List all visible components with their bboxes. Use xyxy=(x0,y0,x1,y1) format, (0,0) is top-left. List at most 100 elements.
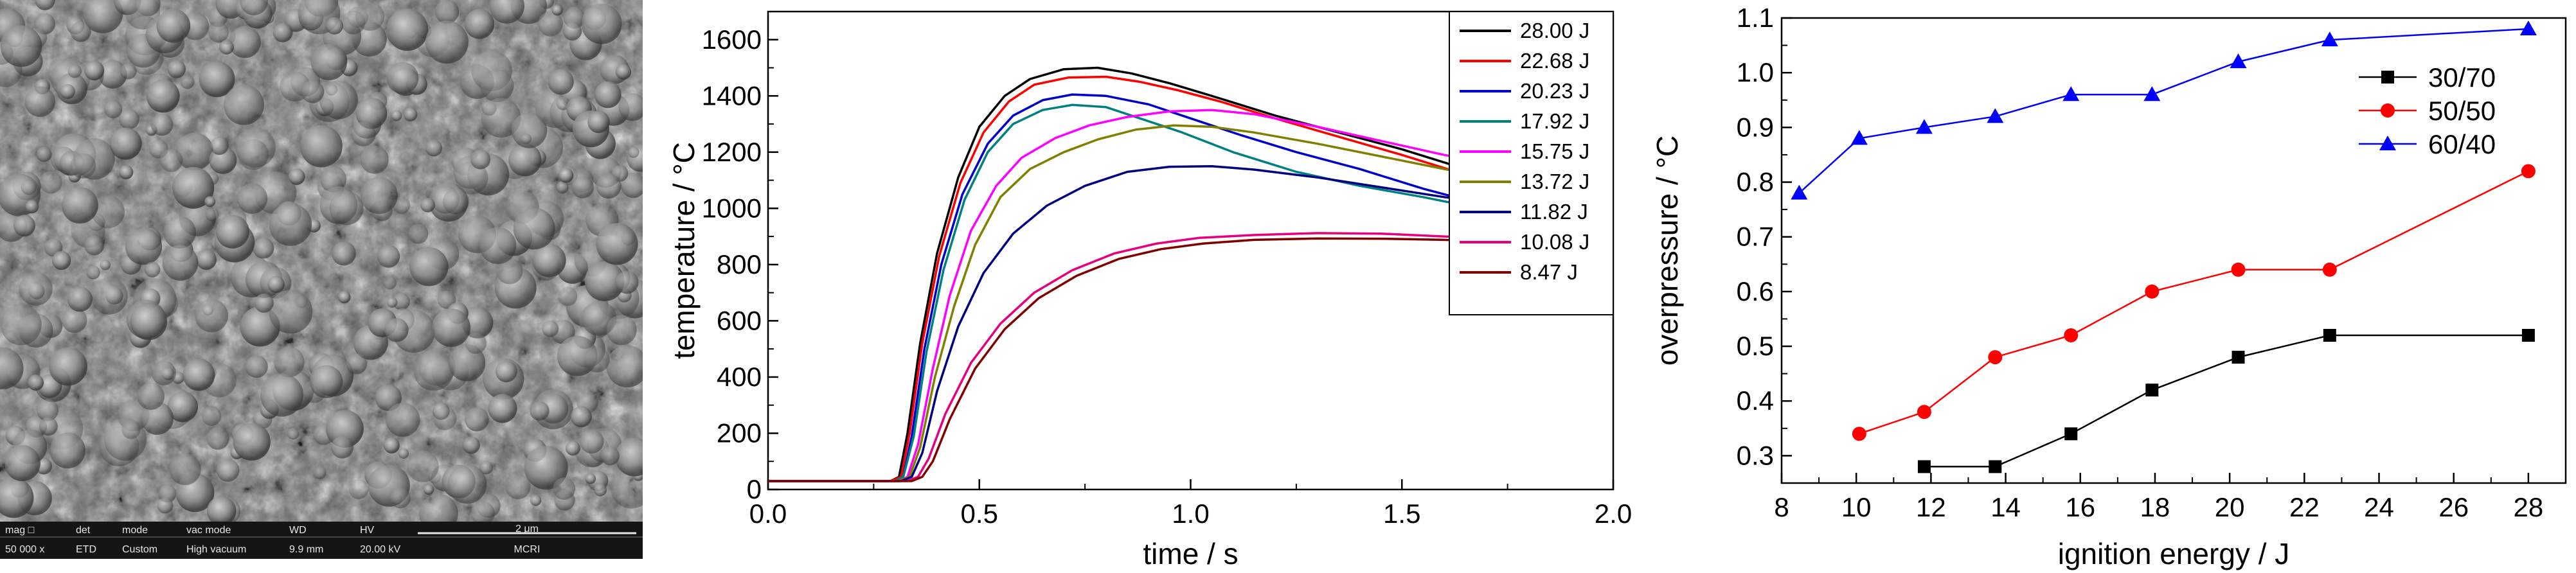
x-tick-label: 26 xyxy=(2438,492,2469,522)
sem-particle xyxy=(621,173,643,198)
sem-particle xyxy=(204,196,216,207)
sem-particle xyxy=(542,321,559,337)
sem-particle xyxy=(125,228,163,265)
sem-particle xyxy=(570,406,592,428)
triangle-marker xyxy=(1850,130,1868,145)
square-marker xyxy=(2064,427,2078,441)
sem-particle xyxy=(287,427,300,440)
sem-particle xyxy=(618,93,643,121)
temperature-chart-series xyxy=(768,66,1508,482)
square-marker xyxy=(2381,71,2394,84)
sem-particle xyxy=(180,75,195,89)
sem-particle xyxy=(145,261,161,278)
sem-label-det: det xyxy=(76,525,91,536)
sem-particle xyxy=(346,353,368,375)
sem-particle xyxy=(434,0,460,24)
sem-particle xyxy=(219,40,234,55)
sem-particle xyxy=(119,165,134,180)
triangle-marker xyxy=(2062,86,2080,101)
sem-particle xyxy=(481,98,521,138)
temperature-chart: 0.0 0.5 1.0 1.5 2.0 0 200 400 600 800 1000 1200 1400… xyxy=(667,10,1632,570)
y-tick-label: 1000 xyxy=(702,193,762,223)
sem-particle xyxy=(175,132,214,171)
square-marker xyxy=(1917,460,1931,473)
sem-particle xyxy=(387,297,398,308)
sem-particle xyxy=(103,100,123,119)
sem-particle xyxy=(393,197,411,215)
sem-particle xyxy=(331,436,353,459)
square-marker xyxy=(1989,460,2002,473)
x-tick-label: 10 xyxy=(1841,492,1872,522)
sem-particle xyxy=(432,308,470,347)
sem-particle xyxy=(465,332,487,354)
sem-particle xyxy=(141,401,174,435)
legend-label: 60/40 xyxy=(2428,129,2496,159)
sem-particle xyxy=(310,44,348,80)
sem-particle xyxy=(584,261,625,301)
sem-value-mode: Custom xyxy=(122,544,157,555)
sem-particle xyxy=(615,270,639,294)
sem-particle xyxy=(206,496,237,526)
sem-particle xyxy=(237,183,268,214)
sem-particle xyxy=(480,69,514,103)
overpressure-chart-ylabel: overpressure / °C xyxy=(1650,136,1684,366)
sem-particle xyxy=(332,241,356,266)
sem-particle xyxy=(253,238,274,259)
overpressure-series-line xyxy=(1798,28,2528,194)
sem-value-vac-mode: High vacuum xyxy=(186,544,246,555)
sem-particle xyxy=(389,488,411,509)
legend-label: 15.75 J xyxy=(1520,139,1589,163)
triangle-marker xyxy=(1987,108,2004,123)
sem-particle xyxy=(25,200,39,214)
x-tick-label: 0.0 xyxy=(749,498,787,529)
sem-value-det: ETD xyxy=(76,544,96,555)
sem-particle xyxy=(615,437,643,477)
sem-particle xyxy=(300,125,343,168)
sem-particle xyxy=(121,420,141,439)
y-tick-label: 800 xyxy=(717,249,762,279)
sem-particle xyxy=(146,79,180,113)
square-marker xyxy=(2323,329,2336,342)
sem-particle xyxy=(91,195,125,229)
sem-particle xyxy=(267,276,285,294)
sem-value-hv: 20.00 kV xyxy=(360,544,400,555)
x-tick-label: 14 xyxy=(1990,492,2021,522)
sem-particle xyxy=(24,86,56,117)
sem-particle xyxy=(49,432,85,469)
sem-particle xyxy=(245,355,268,378)
sem-particle xyxy=(199,61,235,98)
sem-particle xyxy=(409,247,449,286)
triangle-marker xyxy=(2143,86,2161,101)
y-tick-label: 0 xyxy=(747,474,762,504)
sem-particle xyxy=(130,303,168,340)
sem-particle xyxy=(120,62,137,80)
sem-particle xyxy=(386,402,420,437)
sem-particle xyxy=(159,148,183,172)
sem-particle xyxy=(35,0,55,10)
sem-particle xyxy=(183,358,215,391)
sem-particle xyxy=(391,110,402,121)
sem-particle xyxy=(84,60,105,81)
sem-particle xyxy=(196,249,217,270)
y-tick-label: 0.8 xyxy=(1737,167,1774,197)
y-tick-label: 0.6 xyxy=(1737,276,1774,306)
legend-label: 50/50 xyxy=(2428,96,2496,126)
legend-label: 20.23 J xyxy=(1520,79,1589,103)
sem-particle xyxy=(208,22,229,43)
circle-marker xyxy=(2322,262,2337,277)
sem-particle xyxy=(351,121,376,146)
sem-particle xyxy=(205,207,219,222)
circle-marker xyxy=(2381,103,2395,118)
sem-particle xyxy=(60,84,75,100)
sem-particle xyxy=(433,407,457,430)
sem-particle xyxy=(201,406,222,426)
sem-particle xyxy=(403,107,418,121)
sem-particle xyxy=(615,64,632,80)
x-tick-label: 24 xyxy=(2364,492,2394,522)
sem-particle xyxy=(215,215,249,249)
sem-particle xyxy=(51,251,71,270)
y-tick-label: 1200 xyxy=(702,137,762,167)
triangle-marker xyxy=(2230,53,2247,69)
sem-particle xyxy=(600,446,620,466)
sem-particle xyxy=(384,318,409,342)
